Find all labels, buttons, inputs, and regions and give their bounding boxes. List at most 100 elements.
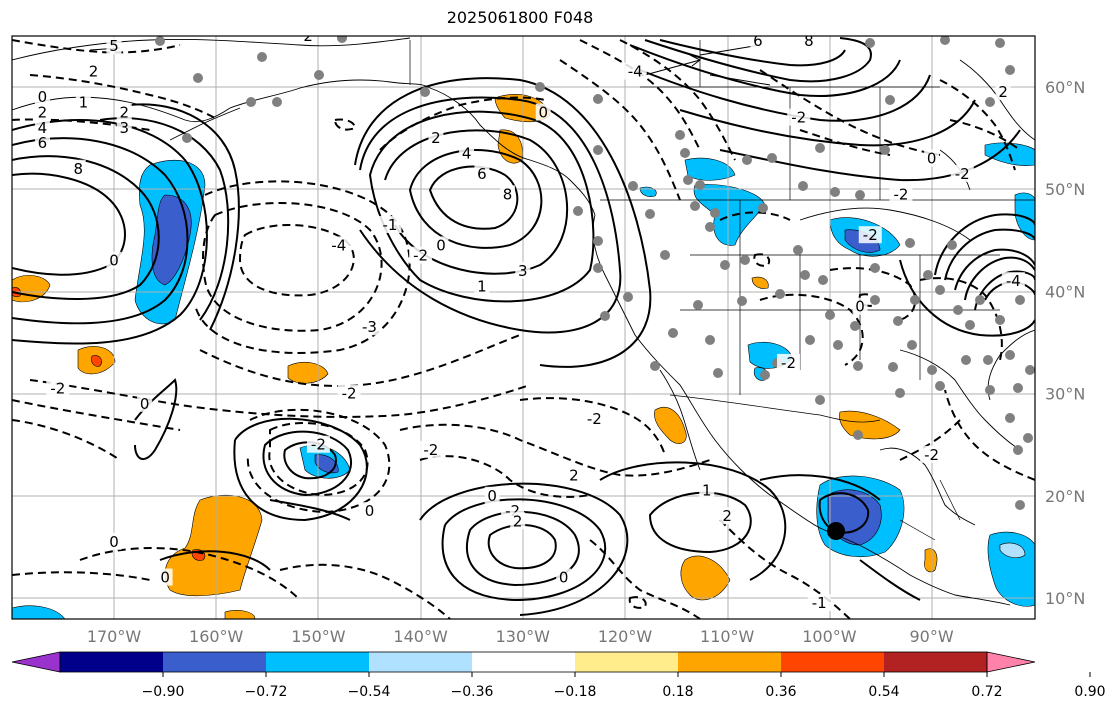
contour-label: 0 xyxy=(38,88,48,106)
contour-label: 6 xyxy=(753,32,763,50)
contour-label-bg xyxy=(34,103,50,121)
contour-label-bg xyxy=(106,532,122,550)
political-borders xyxy=(409,40,1035,541)
contour-label: 4 xyxy=(38,119,48,137)
contour-label-bg xyxy=(920,445,944,463)
contour-label: 2 xyxy=(722,507,732,525)
contour-label-bg xyxy=(515,261,531,279)
contour-label-bg xyxy=(46,379,70,397)
longitude-label: 170°W xyxy=(87,627,142,646)
contour-label-bg xyxy=(484,486,500,504)
latitude-label: 50°N xyxy=(1045,180,1085,199)
contour-label: 5 xyxy=(109,37,119,55)
contour-label: -1 xyxy=(382,216,397,234)
contour-label-bg xyxy=(419,440,443,458)
contour-label: 0 xyxy=(365,502,375,520)
contour-label: 0 xyxy=(109,252,119,270)
gridlines xyxy=(12,36,1035,619)
map-title: 2025061800 F048 xyxy=(446,8,594,27)
latitude-label: 30°N xyxy=(1045,385,1085,404)
contour-label-bg xyxy=(777,353,801,371)
contour-label-bg xyxy=(75,93,91,111)
colorbar-tick-labels: −0.90 −0.72 −0.54 −0.36 −0.18 0.18 0.36 0.54 0.7… xyxy=(142,672,1105,700)
colorbar-tick-label: −0.54 xyxy=(348,684,391,700)
contour-label: 0 xyxy=(160,569,170,587)
colorbar-segment xyxy=(266,652,370,672)
colorbar-frame xyxy=(59,651,988,673)
contour-label: 2 xyxy=(303,27,313,45)
contour-label-bg xyxy=(719,507,735,525)
contour-label-bg xyxy=(34,118,50,136)
longitude-label: 120°W xyxy=(598,627,653,646)
colorbar-tick-label: −0.72 xyxy=(245,684,288,700)
contour-label: 0 xyxy=(538,104,548,122)
contour-label-bg xyxy=(510,512,526,530)
wind-arrows xyxy=(89,44,771,86)
contour-label: -2 xyxy=(311,436,326,454)
contour-label-bg xyxy=(623,62,647,80)
contour-label: 3 xyxy=(119,119,129,137)
contour-label-bg xyxy=(1001,272,1025,290)
contour-label: 3 xyxy=(518,262,528,280)
contour-label-bg xyxy=(582,410,606,428)
latitude-labels: 60°N 50°N 40°N 30°N 20°N 10°N xyxy=(1045,78,1085,608)
contour-label: -2 xyxy=(423,441,438,459)
contour-label: -4 xyxy=(1006,272,1021,290)
contour-label: -4 xyxy=(628,63,643,81)
contour-label-bg xyxy=(86,62,102,80)
contour-label: -2 xyxy=(893,185,908,203)
contour-label: 0 xyxy=(559,569,569,587)
contour-label-bg xyxy=(995,83,1011,101)
contour-label-bg xyxy=(474,164,490,182)
contour-label-bg xyxy=(362,502,377,520)
colorbar-segment xyxy=(575,652,679,672)
contour-label-bg xyxy=(801,36,817,50)
contour-label: -2 xyxy=(342,385,357,403)
contour-label-bg xyxy=(378,215,402,233)
contour-label: 4 xyxy=(462,144,472,162)
contour-label: 8 xyxy=(503,185,513,203)
colorbar-segment xyxy=(60,652,164,672)
contour-label-bg xyxy=(699,481,715,499)
latitude-label: 40°N xyxy=(1045,282,1085,301)
contour-label: 2 xyxy=(119,104,129,122)
contour-label-bg xyxy=(106,37,122,55)
contour-label-bg xyxy=(358,318,381,336)
contour-label: 2 xyxy=(431,129,441,147)
contour-label: 8 xyxy=(73,160,83,178)
solid-contours xyxy=(12,37,1035,616)
longitude-label: 110°W xyxy=(700,627,755,646)
contour-label-bg xyxy=(337,384,361,402)
contour-label-bg xyxy=(34,88,50,106)
longitude-labels: 170°W 160°W 150°W 140°W 130°W 120°W 110°W 100°W… xyxy=(87,627,954,646)
dashed-contours xyxy=(12,39,1035,619)
colorbar-segment xyxy=(369,652,473,672)
contour-label-bg xyxy=(306,435,330,453)
contour-label: 1 xyxy=(79,93,89,111)
contour-label: -2 xyxy=(587,410,602,428)
contour-label: -4 xyxy=(331,236,346,254)
contour-label: 8 xyxy=(804,32,814,50)
contour-label: 0 xyxy=(855,298,865,316)
contour-label: -3 xyxy=(362,318,377,336)
longitude-label: 140°W xyxy=(393,627,448,646)
contour-label-bg xyxy=(116,118,132,136)
colorbar-extend-low xyxy=(11,651,61,673)
longitude-label: 150°W xyxy=(291,627,346,646)
contour-label: 2 xyxy=(998,83,1008,101)
colorbar-segment xyxy=(472,652,576,672)
storm-marker xyxy=(827,522,845,540)
contour-label: -2 xyxy=(955,165,970,183)
contour-label: 2 xyxy=(38,104,48,122)
contour-label: 6 xyxy=(477,165,487,183)
contour-label: 2 xyxy=(89,63,99,81)
colorbar-tick-label: 0.90 xyxy=(1074,684,1105,700)
latitude-label: 20°N xyxy=(1045,487,1085,506)
contour-label-bg xyxy=(409,246,433,264)
contour-label: 0 xyxy=(109,533,119,551)
contour-label-bg xyxy=(889,185,913,203)
contour-label-bg xyxy=(300,36,316,44)
contour-label-bg xyxy=(474,277,490,295)
